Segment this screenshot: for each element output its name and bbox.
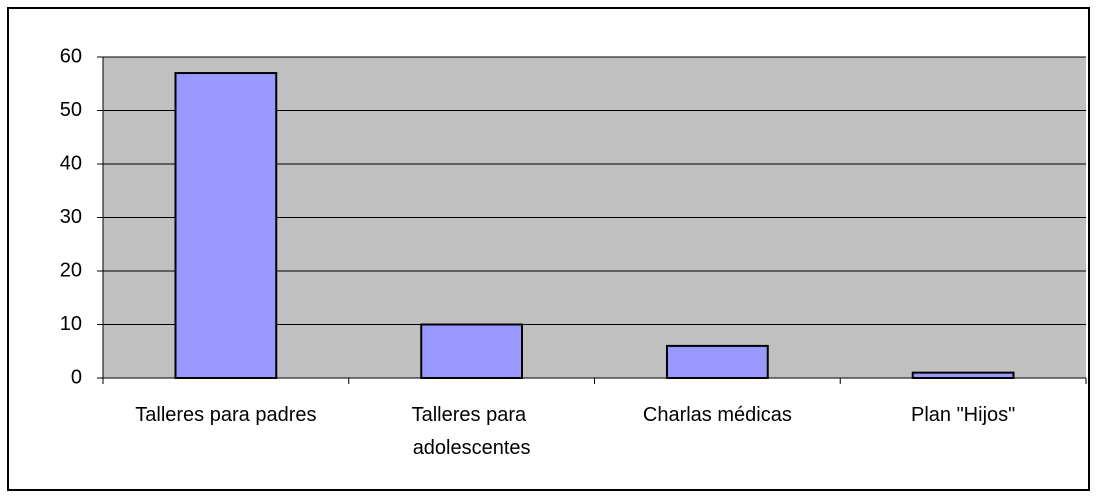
bar	[420, 323, 524, 379]
bar	[174, 72, 278, 380]
y-tick-label: 10	[60, 313, 82, 335]
x-tick-label-line: Talleres para padres	[135, 404, 316, 426]
y-tick-label: 30	[60, 206, 82, 228]
y-tick-label: 40	[60, 152, 82, 174]
x-tick-label: Talleres para adolescentes	[412, 404, 532, 459]
y-tick-label: 60	[60, 45, 82, 67]
y-tick-label: 0	[71, 366, 82, 388]
x-tick-label-line: Talleres para	[412, 404, 532, 426]
x-tick-label: Plan "Hijos"	[911, 404, 1015, 426]
bar	[911, 371, 1015, 379]
x-tick-label: Talleres para padres	[135, 404, 316, 426]
x-tick-label-line: Charlas médicas	[643, 404, 792, 426]
x-tick-label-line: adolescentes	[413, 437, 531, 459]
y-tick-label: 20	[60, 259, 82, 281]
x-tick-label: Charlas médicas	[643, 404, 792, 426]
bar	[665, 344, 769, 379]
x-tick-label-line: Plan "Hijos"	[911, 404, 1015, 426]
y-tick-label: 50	[60, 99, 82, 121]
